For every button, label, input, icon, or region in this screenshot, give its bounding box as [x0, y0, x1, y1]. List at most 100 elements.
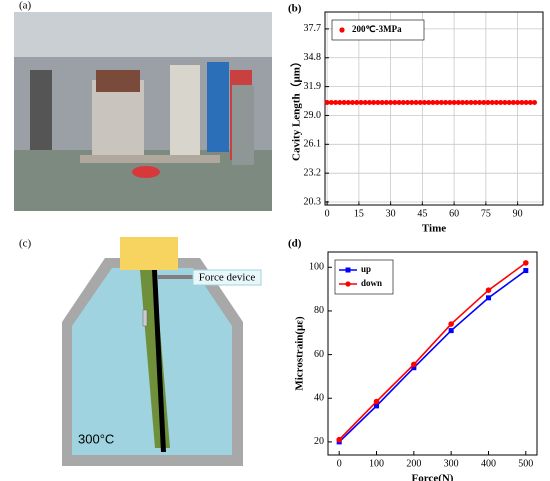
marker	[388, 100, 394, 106]
marker	[523, 100, 529, 106]
marker	[409, 100, 415, 106]
x-tick-label: 200	[406, 458, 421, 469]
panel-label: (a)	[19, 0, 32, 12]
plot-frame	[324, 11, 544, 206]
temperature-label: 300°C	[78, 431, 114, 446]
legend-label: down	[361, 278, 382, 288]
marker	[374, 403, 380, 409]
marker	[405, 100, 411, 106]
marker	[523, 268, 529, 274]
marker	[485, 100, 491, 106]
y-tick-label: 60	[314, 349, 324, 360]
marker	[366, 100, 372, 106]
marker	[472, 100, 478, 106]
line	[338, 269, 527, 443]
plot-frame	[327, 251, 538, 456]
marker	[333, 100, 339, 106]
marker	[506, 100, 512, 106]
marker	[438, 100, 444, 106]
marker	[413, 100, 419, 106]
photo	[14, 12, 272, 211]
marker	[481, 100, 487, 106]
panel-label: (d)	[288, 238, 302, 250]
marker	[447, 100, 453, 106]
line	[338, 262, 527, 441]
panel-label: (c)	[19, 238, 32, 250]
x-axis-label: Force(N)	[412, 473, 454, 481]
legend-marker	[339, 27, 345, 33]
legend-marker	[345, 267, 351, 273]
y-tick-label: 80	[314, 305, 324, 316]
marker	[532, 100, 538, 106]
marker	[515, 100, 521, 106]
legend-marker	[345, 281, 351, 287]
x-tick-label: 0	[325, 208, 330, 219]
force-label: Force device	[199, 272, 256, 284]
marker	[358, 100, 364, 106]
marker	[345, 100, 351, 106]
x-tick-label: 300	[444, 458, 459, 469]
marker	[337, 100, 343, 106]
legend-box	[334, 259, 394, 295]
x-tick-label: 45	[417, 208, 427, 219]
x-tick-label: 30	[386, 208, 396, 219]
marker	[460, 100, 466, 106]
marker	[362, 100, 368, 106]
marker	[379, 100, 385, 106]
marker	[523, 260, 529, 266]
y-axis-label: Microstrain(με)	[294, 316, 306, 391]
x-tick-label: 60	[449, 208, 459, 219]
marker	[451, 100, 457, 106]
x-tick-label: 15	[354, 208, 364, 219]
marker	[443, 100, 449, 106]
marker	[502, 100, 508, 106]
marker	[392, 100, 398, 106]
y-tick-label: 23.2	[304, 167, 322, 178]
marker	[350, 100, 356, 106]
y-tick-label: 29.0	[304, 110, 322, 121]
y-tick-label: 34.8	[304, 52, 322, 63]
y-tick-label: 20	[314, 436, 324, 447]
x-tick-label: 400	[481, 458, 496, 469]
y-tick-label: 20.3	[304, 196, 322, 207]
y-tick-label: 37.7	[304, 23, 322, 34]
marker	[421, 100, 427, 106]
marker	[396, 100, 402, 106]
marker	[328, 100, 334, 106]
marker	[375, 100, 381, 106]
marker	[489, 100, 495, 106]
marker	[477, 100, 483, 106]
x-axis-label: Time	[422, 223, 446, 235]
x-tick-label: 100	[369, 458, 384, 469]
marker	[417, 100, 423, 106]
y-tick-label: 100	[309, 262, 324, 273]
marker	[324, 100, 330, 106]
marker	[354, 100, 360, 106]
marker	[448, 321, 454, 327]
x-tick-label: 0	[337, 458, 342, 469]
marker	[371, 100, 377, 106]
y-axis-label: Cavity Length（μm）	[290, 56, 303, 161]
marker	[485, 287, 492, 293]
marker	[527, 100, 533, 106]
marker	[468, 100, 474, 106]
marker	[485, 295, 491, 301]
y-tick-label: 40	[314, 393, 324, 404]
panel-label: (b)	[288, 3, 302, 15]
marker	[498, 100, 504, 106]
marker	[411, 365, 417, 371]
marker	[426, 100, 432, 106]
marker	[373, 398, 380, 405]
marker	[493, 100, 499, 106]
y-tick-label: 31.9	[304, 81, 322, 92]
x-tick-label: 75	[481, 208, 491, 219]
x-tick-label: 90	[513, 208, 523, 219]
legend-label: up	[361, 264, 371, 274]
vessel-diagram: Force device 300°C	[62, 237, 262, 466]
marker	[430, 100, 436, 106]
marker	[383, 100, 389, 106]
marker	[411, 361, 417, 368]
x-tick-label: 500	[518, 458, 533, 469]
marker	[455, 100, 461, 106]
y-tick-label: 26.1	[304, 139, 322, 150]
